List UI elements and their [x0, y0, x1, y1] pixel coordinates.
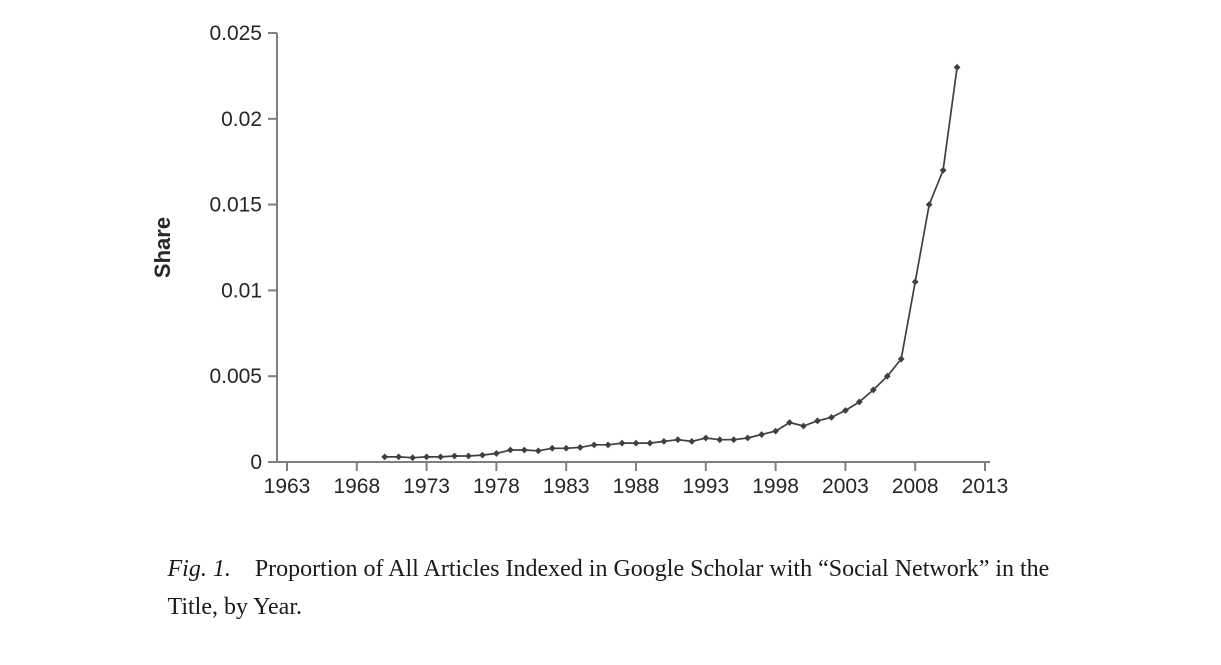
data-point-marker	[618, 439, 626, 447]
data-point-marker	[814, 417, 821, 425]
data-point-marker	[869, 386, 877, 394]
data-point-marker	[758, 431, 766, 438]
data-point-marker	[744, 434, 752, 442]
data-point-marker	[772, 427, 779, 435]
x-tick-label: 2013	[962, 475, 1009, 498]
figure-caption: Fig. 1. Proportion of All Articles Index…	[168, 550, 1054, 627]
data-line	[384, 67, 958, 459]
data-point-marker	[925, 201, 933, 208]
data-point-marker	[437, 453, 444, 461]
x-tick-label: 2003	[822, 475, 869, 498]
data-point-marker	[828, 413, 835, 421]
x-tick-label: 1968	[333, 475, 380, 498]
data-point-marker	[493, 450, 500, 457]
figure-caption-line1: Fig. 1. Proportion of All Articles Index…	[168, 556, 895, 582]
data-point-marker	[506, 446, 514, 454]
x-tick-label: 1963	[264, 475, 311, 498]
y-axis-title: Share	[150, 217, 175, 278]
data-point-marker	[730, 436, 738, 444]
data-point-marker	[953, 63, 961, 71]
data-point-marker	[381, 453, 389, 461]
x-tick-label: 1998	[752, 475, 799, 498]
data-point-marker	[842, 407, 849, 414]
figure-caption-line2: Network” in the Title, by Year.	[168, 556, 1050, 620]
data-point-marker	[451, 452, 458, 460]
data-point-marker	[409, 454, 417, 462]
y-tick-label: 0.005	[209, 365, 262, 388]
data-point-marker	[911, 278, 919, 286]
data-point-marker	[395, 453, 403, 461]
data-point-marker	[632, 439, 640, 447]
x-tick-label: 2008	[892, 475, 939, 498]
share-line-chart: 0 0.005 0.01 0.015 0.02 0.025 1963 1968 1973 1978…	[150, 22, 1009, 498]
x-tick-label: 1988	[613, 475, 660, 498]
x-tick-label: 1983	[543, 475, 590, 498]
data-point-marker	[660, 438, 668, 445]
data-point-marker	[800, 422, 807, 430]
data-point-marker	[534, 447, 542, 455]
data-point-marker	[883, 372, 891, 380]
data-point-marker	[786, 419, 793, 426]
y-tick-label: 0.02	[221, 108, 262, 131]
data-point-marker	[590, 441, 598, 449]
data-point-marker	[702, 434, 710, 442]
data-point-marker	[688, 438, 696, 445]
x-tick-label: 1978	[473, 475, 520, 498]
data-point-marker	[479, 451, 486, 459]
data-point-marker	[716, 436, 724, 444]
data-point-marker	[674, 436, 682, 444]
data-point-marker	[423, 453, 430, 461]
figure-label: Fig. 1.	[167, 556, 231, 582]
y-tick-label: 0.01	[221, 279, 262, 302]
data-point-marker	[548, 444, 556, 452]
data-point-marker	[939, 166, 947, 174]
data-point-marker	[604, 441, 612, 449]
x-tick-label: 1973	[403, 475, 450, 498]
data-point-marker	[897, 355, 905, 363]
data-point-marker	[520, 446, 528, 454]
data-point-marker	[562, 444, 570, 452]
figure-caption-text-2: Network” in the Title, by Year.	[167, 556, 1050, 621]
data-point-marker	[465, 452, 472, 460]
y-tick-label: 0.025	[209, 22, 262, 45]
data-point-marker	[646, 439, 654, 447]
figure-caption-text-1: Proportion of All Articles Indexed in Go…	[254, 556, 889, 582]
x-tick-label: 1993	[682, 475, 729, 498]
data-point-marker	[855, 398, 863, 406]
y-tick-label: 0	[250, 451, 262, 474]
data-point-marker	[576, 444, 584, 451]
y-tick-label: 0.015	[209, 194, 262, 217]
chart-container: 0 0.005 0.01 0.015 0.02 0.025 1963 1968 1973 1978…	[150, 22, 1009, 498]
